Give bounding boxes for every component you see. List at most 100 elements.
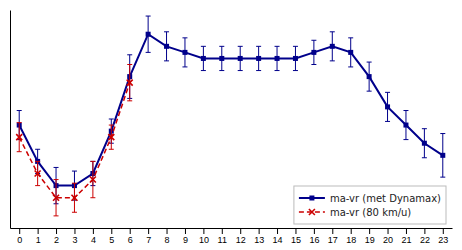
- x-tick-mark: [38, 228, 39, 234]
- marker: [108, 134, 114, 140]
- legend-marker-group: [309, 209, 315, 215]
- marker: [219, 56, 224, 61]
- error-bar: [72, 183, 77, 212]
- marker: [35, 171, 41, 177]
- legend-label: ma-vr (80 km/u): [330, 207, 411, 218]
- error-bar: [256, 46, 261, 70]
- error-bar: [54, 180, 59, 216]
- marker-group: [403, 123, 408, 128]
- marker-group: [146, 32, 151, 37]
- marker-group: [293, 56, 298, 61]
- legend-item: ma-vr (met Dynamax): [299, 193, 441, 204]
- x-tick-mark: [277, 228, 278, 234]
- marker: [127, 80, 133, 86]
- error-bar: [367, 62, 372, 91]
- x-tick-mark: [332, 228, 333, 234]
- marker-group: [108, 134, 114, 140]
- legend-marker: [309, 196, 314, 201]
- x-tick: 15: [291, 228, 301, 245]
- x-tick-mark: [222, 228, 223, 234]
- marker-group: [71, 195, 77, 201]
- x-tick-label: 16: [309, 235, 319, 245]
- x-tick-label: 0: [17, 235, 22, 245]
- x-tick-mark: [424, 228, 425, 234]
- error-bar: [164, 32, 169, 61]
- error-bar: [35, 161, 40, 185]
- marker-group: [367, 74, 372, 79]
- marker: [164, 44, 169, 49]
- x-tick-mark: [167, 228, 168, 234]
- x-tick: 1: [36, 228, 41, 245]
- x-tick-label: 2: [54, 235, 59, 245]
- error-bar: [127, 65, 132, 101]
- marker-group: [385, 104, 390, 109]
- legend-marker-group: [309, 196, 314, 201]
- marker: [53, 195, 59, 201]
- x-tick-label: 17: [328, 235, 338, 245]
- error-bar: [182, 38, 187, 67]
- error-bar: [348, 38, 353, 67]
- marker-group: [127, 80, 133, 86]
- error-bar: [238, 46, 243, 70]
- x-tick: 21: [401, 228, 411, 245]
- marker-group: [311, 50, 316, 55]
- x-tick-label: 9: [183, 235, 188, 245]
- x-tick-mark: [259, 228, 260, 234]
- x-tick-label: 11: [218, 235, 227, 245]
- marker-group: [219, 56, 224, 61]
- marker-group: [182, 50, 187, 55]
- x-tick: 6: [128, 228, 133, 245]
- x-tick-label: 5: [109, 235, 114, 245]
- error-bar: [146, 16, 151, 52]
- x-tick-mark: [443, 228, 444, 234]
- x-tick-mark: [93, 228, 94, 234]
- x-tick-mark: [130, 228, 131, 234]
- marker: [16, 134, 22, 140]
- x-tick: 20: [383, 228, 393, 245]
- x-tick-label: 19: [365, 235, 375, 245]
- x-tick: 10: [199, 228, 209, 245]
- x-tick: 8: [165, 228, 170, 245]
- x-tick-label: 7: [146, 235, 151, 245]
- x-tick-mark: [295, 228, 296, 234]
- marker: [440, 153, 445, 158]
- y-axis: [10, 11, 11, 229]
- marker-group: [35, 171, 41, 177]
- x-axis-line: [11, 228, 453, 229]
- x-tick: 22: [420, 228, 430, 245]
- error-bar: [275, 46, 280, 70]
- legend-marker: [309, 209, 315, 215]
- marker: [275, 56, 280, 61]
- marker: [348, 50, 353, 55]
- x-tick-mark: [111, 228, 112, 234]
- legend-label: ma-vr (met Dynamax): [330, 193, 441, 204]
- marker: [311, 50, 316, 55]
- marker: [367, 74, 372, 79]
- x-tick-mark: [74, 228, 75, 234]
- x-tick-label: 10: [199, 235, 209, 245]
- error-bar: [311, 40, 316, 64]
- marker: [422, 141, 427, 146]
- x-tick-label: 20: [383, 235, 393, 245]
- x-tick-mark: [185, 228, 186, 234]
- marker-group: [275, 56, 280, 61]
- marker: [385, 104, 390, 109]
- x-tick-mark: [148, 228, 149, 234]
- x-tick-mark: [406, 228, 407, 234]
- series-line: [19, 83, 130, 198]
- marker-group: [90, 177, 96, 183]
- x-tick-label: 18: [346, 235, 356, 245]
- x-tick-mark: [369, 228, 370, 234]
- x-tick-label: 4: [91, 235, 96, 245]
- x-tick: 7: [146, 228, 151, 245]
- x-tick-mark: [314, 228, 315, 234]
- marker: [201, 56, 206, 61]
- x-tick-mark: [351, 228, 352, 234]
- x-tick: 2: [54, 228, 59, 245]
- x-tick-label: 15: [291, 235, 301, 245]
- x-tick: 3: [72, 228, 77, 245]
- marker-group: [201, 56, 206, 61]
- x-tick-mark: [19, 228, 20, 234]
- error-bar: [17, 123, 22, 152]
- marker-group: [348, 50, 353, 55]
